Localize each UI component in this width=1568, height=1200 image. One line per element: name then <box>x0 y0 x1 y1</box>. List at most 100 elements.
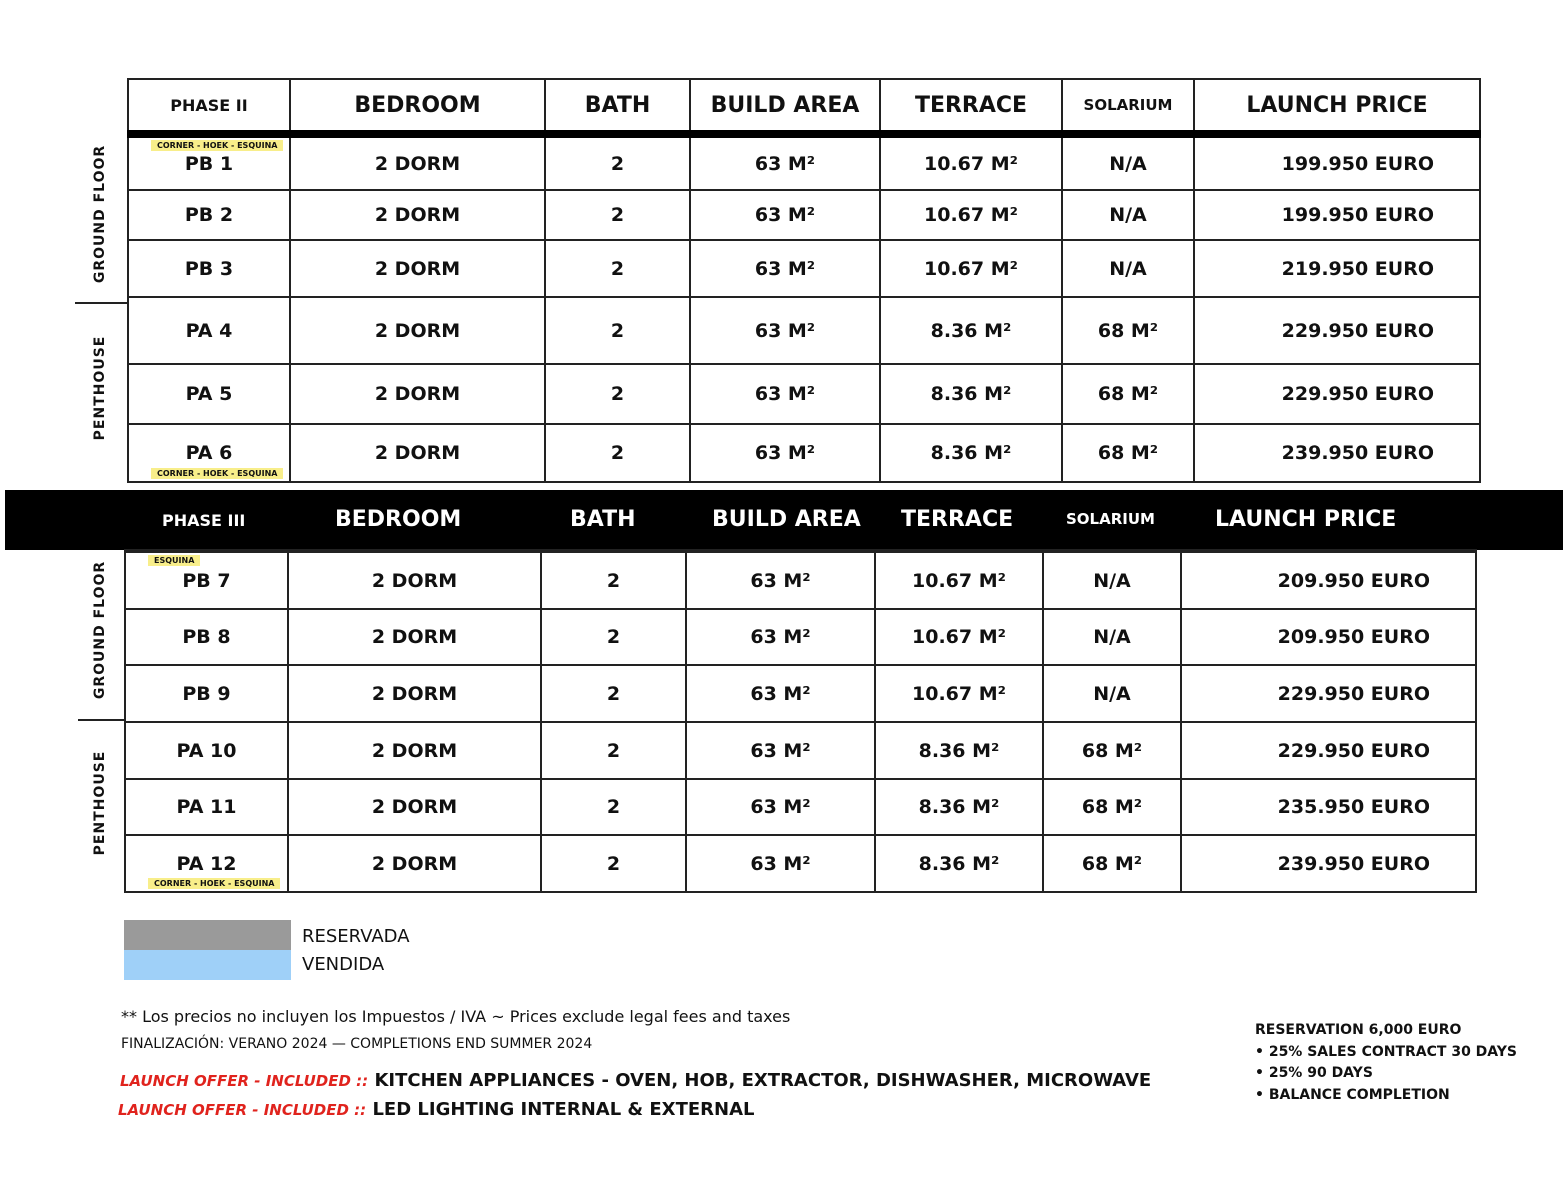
build-value: 63 M² <box>750 626 811 648</box>
phase-iii-table: PB 7 ESQUINA 2 DORM 2 63 M² 10.67 M² N/A 209.95… <box>124 549 1477 893</box>
terrace-cell: 10.67 M² <box>879 239 1063 298</box>
solarium-cell: N/A <box>1042 608 1182 666</box>
solarium-value: 68 M² <box>1097 319 1159 342</box>
bedroom-value: 2 DORM <box>371 852 458 875</box>
solarium-cell: 68 M² <box>1061 296 1195 365</box>
payment-line: • 25% 90 DAYS <box>1255 1065 1373 1081</box>
solarium-value: N/A <box>1093 682 1131 705</box>
bath-cell: 2 <box>540 721 687 780</box>
price-value: 209.950 EURO <box>1277 626 1430 648</box>
group-label: PENTHOUSE <box>92 335 108 441</box>
bath-cell: 2 <box>544 189 691 241</box>
offer-text: KITCHEN APPLIANCES - OVEN, HOB, EXTRACTO… <box>374 1070 1152 1091</box>
bath-cell: 2 <box>540 778 687 836</box>
launch-price-header: LAUNCH PRICE <box>1215 507 1397 532</box>
table-row: PB 1 CORNER - HOEK - ESQUINA 2 DORM 2 63 M² 1… <box>127 133 1481 191</box>
payment-line: RESERVATION 6,000 EURO <box>1255 1022 1462 1038</box>
price-value: 209.950 EURO <box>1277 569 1430 592</box>
build-value: 63 M² <box>754 257 816 280</box>
group-divider <box>75 302 127 304</box>
solarium-value: N/A <box>1109 152 1147 175</box>
table-row: PB 8 2 DORM 2 63 M² 10.67 M² N/A 209.950 EURO <box>124 608 1477 666</box>
bedroom-value: 2 DORM <box>374 442 461 464</box>
terrace-header: TERRACE <box>901 507 1014 532</box>
table-row: PA 10 2 DORM 2 63 M² 8.36 M² 68 M² 229.950 EUR… <box>124 721 1477 780</box>
terrace-value: 8.36 M² <box>930 319 1012 342</box>
build-cell: 63 M² <box>685 834 876 893</box>
solarium-cell: N/A <box>1042 664 1182 723</box>
solarium-cell: N/A <box>1042 551 1182 610</box>
group-divider <box>78 719 126 721</box>
bedroom-header: BEDROOM <box>289 78 546 138</box>
bath-value: 2 <box>610 442 625 464</box>
build-value: 63 M² <box>750 569 811 592</box>
bath-value: 2 <box>610 257 625 280</box>
unit-value: PB 8 <box>182 626 231 648</box>
price-value: 199.950 EURO <box>1281 152 1434 175</box>
price-cell: 229.950 EURO <box>1193 296 1481 365</box>
terrace-value: 8.36 M² <box>918 852 1000 875</box>
price-value: 229.950 EURO <box>1277 682 1430 705</box>
phase-iii-header: PHASE III BEDROOM BATH BUILD AREA TERRAC… <box>5 490 1563 550</box>
bath-header: BATH <box>570 507 636 532</box>
unit-cell: PA 6 CORNER - HOEK - ESQUINA <box>127 423 291 483</box>
bath-cell: 2 <box>540 834 687 893</box>
terrace-value: 8.36 M² <box>918 739 1000 762</box>
corner-tag: ESQUINA <box>148 555 201 566</box>
price-cell: 199.950 EURO <box>1193 189 1481 241</box>
bath-cell: 2 <box>544 423 691 483</box>
launch-price-header: LAUNCH PRICE <box>1193 78 1481 138</box>
offer-prefix: LAUNCH OFFER - INCLUDED :: <box>118 1101 367 1119</box>
price-value: 199.950 EURO <box>1281 204 1434 226</box>
bedroom-cell: 2 DORM <box>287 608 542 666</box>
terrace-cell: 10.67 M² <box>874 608 1044 666</box>
terrace-cell: 8.36 M² <box>874 778 1044 836</box>
price-value: 235.950 EURO <box>1277 796 1430 818</box>
terrace-value: 8.36 M² <box>930 442 1012 464</box>
legend-sold-swatch <box>124 950 291 980</box>
price-value: 219.950 EURO <box>1281 257 1434 280</box>
bedroom-cell: 2 DORM <box>287 664 542 723</box>
bedroom-cell: 2 DORM <box>289 189 546 241</box>
bath-header: BATH <box>544 78 691 138</box>
unit-cell: PA 11 <box>124 778 289 836</box>
unit-value: PB 3 <box>184 257 234 280</box>
bath-value: 2 <box>610 383 625 405</box>
unit-cell: PB 3 <box>127 239 291 298</box>
table-row: PB 2 2 DORM 2 63 M² 10.67 M² N/A 199.950 EURO <box>127 189 1481 241</box>
build-cell: 63 M² <box>689 133 881 191</box>
terrace-value: 10.67 M² <box>924 257 1018 280</box>
price-cell: 239.950 EURO <box>1180 834 1477 893</box>
build-value: 63 M² <box>754 383 816 405</box>
terrace-value: 10.67 M² <box>924 152 1018 175</box>
bedroom-cell: 2 DORM <box>289 239 546 298</box>
terrace-value: 8.36 M² <box>930 383 1012 405</box>
unit-cell: PA 12 CORNER - HOEK - ESQUINA <box>124 834 289 893</box>
tax-note: ** Los precios no incluyen los Impuestos… <box>121 1007 791 1026</box>
bedroom-cell: 2 DORM <box>289 133 546 191</box>
terrace-value: 10.67 M² <box>912 569 1006 592</box>
price-value: 229.950 EURO <box>1281 383 1434 405</box>
build-cell: 63 M² <box>689 239 881 298</box>
solarium-header: SOLARIUM <box>1061 78 1195 138</box>
terrace-cell: 8.36 M² <box>879 363 1063 425</box>
bath-value: 2 <box>606 569 621 592</box>
price-cell: 209.950 EURO <box>1180 551 1477 610</box>
payment-line: • 25% SALES CONTRACT 30 DAYS <box>1255 1043 1518 1060</box>
bedroom-value: 2 DORM <box>374 204 461 226</box>
offer-prefix: LAUNCH OFFER - INCLUDED :: <box>120 1072 369 1090</box>
table-row: PA 5 2 DORM 2 63 M² 8.36 M² 68 M² 229.950 EURO <box>127 363 1481 425</box>
bedroom-value: 2 DORM <box>371 569 458 592</box>
corner-tag: CORNER - HOEK - ESQUINA <box>151 468 284 479</box>
unit-value: PB 9 <box>182 682 231 705</box>
build-value: 63 M² <box>750 682 811 705</box>
price-value: 239.950 EURO <box>1277 852 1430 875</box>
price-cell: 199.950 EURO <box>1193 133 1481 191</box>
bedroom-value: 2 DORM <box>371 796 458 818</box>
build-value: 63 M² <box>750 852 811 875</box>
terrace-cell: 10.67 M² <box>879 133 1063 191</box>
price-value: 229.950 EURO <box>1281 319 1434 342</box>
terrace-value: 10.67 M² <box>912 682 1006 705</box>
price-cell: 229.950 EURO <box>1193 363 1481 425</box>
solarium-value: 68 M² <box>1097 442 1159 464</box>
